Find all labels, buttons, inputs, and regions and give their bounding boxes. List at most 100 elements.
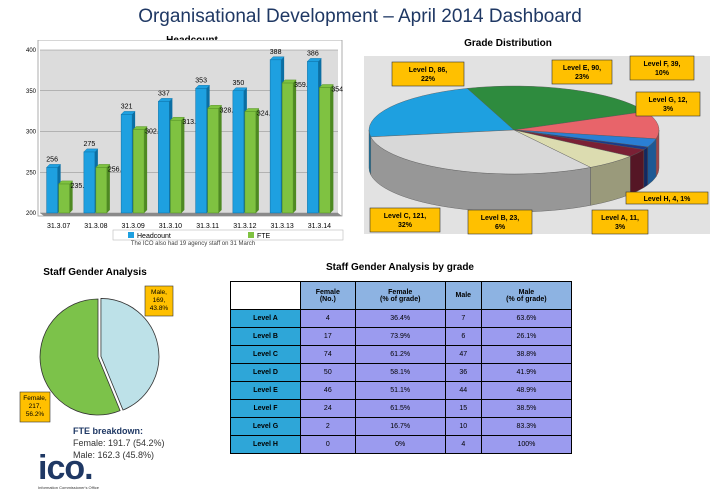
bar-value-label: 359.6 (294, 82, 312, 89)
bar (120, 114, 133, 214)
bar (207, 108, 219, 214)
table-cell: 73.9% (354, 327, 446, 346)
bar-fte-6: 324.61 (244, 108, 279, 214)
grade-slice-1 (368, 88, 515, 138)
bar-side (293, 79, 297, 213)
bar-top (281, 79, 297, 84)
grade-label-text: Level C, 121, (384, 213, 426, 220)
grade-label-text: Level H, 4, 1% (644, 196, 691, 203)
row-header: Level B (230, 327, 301, 346)
grade-label-box (591, 209, 649, 235)
y-tick-label: 400 (26, 48, 37, 54)
bar-top (269, 56, 285, 60)
grade-slice-8 (370, 129, 592, 175)
headcount-floor (40, 213, 342, 216)
x-tick-label: 31.3.08 (84, 223, 107, 230)
table-row: Level H 0 0% 4 100% (230, 435, 573, 454)
bar-top (318, 84, 334, 88)
grade-label-text: Level E, 90, (563, 65, 601, 72)
table-row: Level F 24 61.5% 15 38.5% (230, 399, 573, 418)
fte-male: Male: 162.3 (45.8%) (73, 450, 155, 460)
bar-fte-2: 256.01 (95, 164, 129, 214)
bar-value-label: 354 (331, 86, 343, 93)
bar (244, 111, 257, 214)
bar-side (330, 84, 334, 213)
bar-side (69, 180, 73, 213)
table-cell: 58.1% (354, 363, 446, 382)
table-cell: 48.9% (480, 381, 573, 400)
bar (319, 87, 331, 214)
grade-slice-side (643, 146, 648, 188)
fte-heading: FTE breakdown: (73, 426, 144, 436)
table-header: Female (% of grade) (354, 281, 446, 310)
bar (170, 119, 182, 214)
bar-value-label: 337 (158, 90, 170, 97)
bar-fte-3: 302.4 (132, 126, 163, 214)
table-cell: 7 (444, 309, 482, 328)
legend-swatch (248, 232, 254, 238)
table-cell: 10 (444, 417, 482, 436)
bar-value-label: 256 (46, 156, 58, 163)
grade-label-1: Level D, 86, 22% (391, 61, 465, 87)
table-cell: 38.5% (480, 399, 573, 418)
row-header: Level F (230, 399, 301, 418)
bar-top (83, 148, 99, 153)
table-cell: 0 (300, 435, 356, 454)
row-header: Level G (230, 417, 301, 436)
bar-fte-5: 328.49 (207, 105, 241, 214)
gender-slice-1 (100, 298, 160, 411)
table-row: Level B 17 73.9% 6 26.1% (230, 327, 573, 346)
grade-label-box (467, 209, 533, 235)
y-tick-label: 200 (26, 211, 37, 217)
table-cell: 100% (480, 435, 573, 454)
grade-label-text: Level G, 12, (649, 97, 688, 104)
gender-label-text: Female, (23, 395, 47, 402)
gender-pie-chart: Male,169,43.8% Female,217,56.2% (19, 285, 174, 423)
bar-top (207, 105, 223, 109)
bar-top (169, 117, 185, 121)
grade-label-3: Level F, 39, 10% (629, 55, 695, 81)
table-header: Male (% of grade) (480, 281, 573, 310)
gender-table: Female (No.) Female (% of grade) Male Ma… (230, 281, 573, 454)
ico-logo-mark: ico. (38, 449, 94, 487)
grade-label-text: 23% (575, 74, 590, 81)
ico-logo-subtitle: Information Commissioner's Office (38, 485, 99, 490)
grade-label-box (625, 191, 709, 205)
row-header: Level H (230, 435, 301, 454)
table-cell: 61.2% (354, 345, 446, 364)
bar-top (244, 108, 260, 112)
bar (307, 61, 319, 214)
x-tick-label: 31.3.11 (196, 223, 219, 230)
agency-staff-note: The ICO also had 19 agency staff on 31 M… (130, 241, 256, 247)
x-tick-label: 31.3.14 (308, 223, 331, 230)
gender-label-text: 56.2% (26, 411, 45, 418)
bar-value-label: 321 (121, 103, 133, 110)
table-row: Level A 4 36.4% 7 63.6% (230, 309, 573, 328)
gender-label-text: 169, (153, 297, 166, 304)
legend-swatch (128, 232, 134, 238)
table-header: Male (444, 281, 482, 310)
legend-label: FTE (257, 233, 271, 240)
headcount-chart: 200 250 300 350 400 31.3.07 31.3.08 31.3.09 31.3… (26, 40, 344, 241)
bar-value-label: 353 (195, 77, 207, 84)
grade-label-box (629, 55, 695, 81)
table-cell: 16.7% (354, 417, 446, 436)
bar (132, 129, 145, 214)
bar-fte-4: 313.82 (169, 117, 204, 214)
bar-top (195, 85, 211, 89)
grade-label-text: 32% (398, 222, 413, 229)
bar-value-label: 313.82 (182, 119, 204, 126)
bar-top (58, 180, 74, 185)
grade-distribution-chart: Level D, 86, 22% Level E, 90, 23% Level F, 3… (364, 55, 710, 235)
gender-label-text: 217, (29, 403, 42, 410)
grade-label-box (369, 207, 441, 233)
bar (95, 167, 108, 214)
bar-value-label: 235.71 (71, 183, 93, 190)
grade-label-text: Level A, 11, (601, 215, 639, 222)
bar-value-label: 350 (233, 80, 245, 87)
bar-side (218, 105, 222, 213)
bar-side (144, 126, 148, 213)
grade-label-text: Level F, 39, (644, 61, 681, 68)
table-row: Level C 74 61.2% 47 38.8% (230, 345, 573, 364)
bar-value-label: 324.61 (257, 110, 279, 117)
